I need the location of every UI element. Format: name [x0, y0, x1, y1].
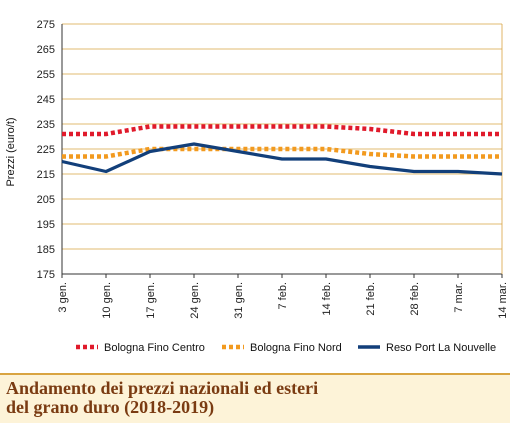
- y-tick-label: 265: [37, 44, 55, 56]
- y-tick-label: 185: [37, 244, 55, 256]
- x-tick-labels: 3 gen. 10 gen. 17 gen. 24 gen. 31 gen. 7 feb.…: [57, 282, 509, 319]
- x-tick-label: 17 gen.: [145, 282, 157, 319]
- x-tick-label: 21 feb.: [365, 282, 377, 316]
- y-tick-labels: 175 185 195 205 215 225 235 245 255 265 275: [37, 19, 55, 281]
- legend-label-2: Bologna Fino Nord: [250, 342, 342, 354]
- x-tick-label: 7 mar.: [453, 282, 465, 313]
- y-tick-label: 245: [37, 94, 55, 106]
- caption-line-2: del grano duro (2018-2019): [6, 397, 215, 417]
- y-tick-label: 255: [37, 69, 55, 81]
- legend-label-1: Bologna Fino Centro: [104, 342, 205, 354]
- y-tick-label: 205: [37, 194, 55, 206]
- series-line-3: [61, 142, 503, 176]
- legend: Bologna Fino Centro Bologna Fino Nord Reso…: [76, 342, 496, 354]
- y-tick-label: 235: [37, 119, 55, 131]
- y-tick-label: 225: [37, 144, 55, 156]
- x-tick-label: 3 gen.: [57, 282, 69, 313]
- axes: [61, 24, 503, 278]
- price-chart: 175 185 195 205 215 225 235 245 255 265 275 3 gen.…: [5, 19, 509, 354]
- y-tick-label: 275: [37, 19, 55, 31]
- x-tick-label: 10 gen.: [101, 282, 113, 319]
- y-tick-label: 195: [37, 219, 55, 231]
- y-axis-title: Prezzi (euro/t): [5, 117, 17, 186]
- series-lines: [61, 124, 503, 176]
- x-tick-label: 28 feb.: [409, 282, 421, 316]
- series-line-2: [62, 146, 502, 159]
- x-tick-label: 14 feb.: [321, 282, 333, 316]
- y-tick-label: 215: [37, 169, 55, 181]
- chart-caption: Andamento dei prezzi nazionali ed esteri…: [0, 373, 510, 423]
- x-tick-label: 31 gen.: [233, 282, 245, 319]
- x-tick-label: 14 mar.: [497, 282, 509, 319]
- grid-lines: [62, 23, 502, 250]
- caption-line-1: Andamento dei prezzi nazionali ed esteri: [6, 378, 319, 398]
- x-tick-label: 7 feb.: [277, 282, 289, 310]
- x-tick-label: 24 gen.: [189, 282, 201, 319]
- legend-label-3: Reso Port La Nouvelle: [386, 342, 496, 354]
- y-tick-label: 175: [37, 269, 55, 281]
- series-line-1: [62, 124, 502, 137]
